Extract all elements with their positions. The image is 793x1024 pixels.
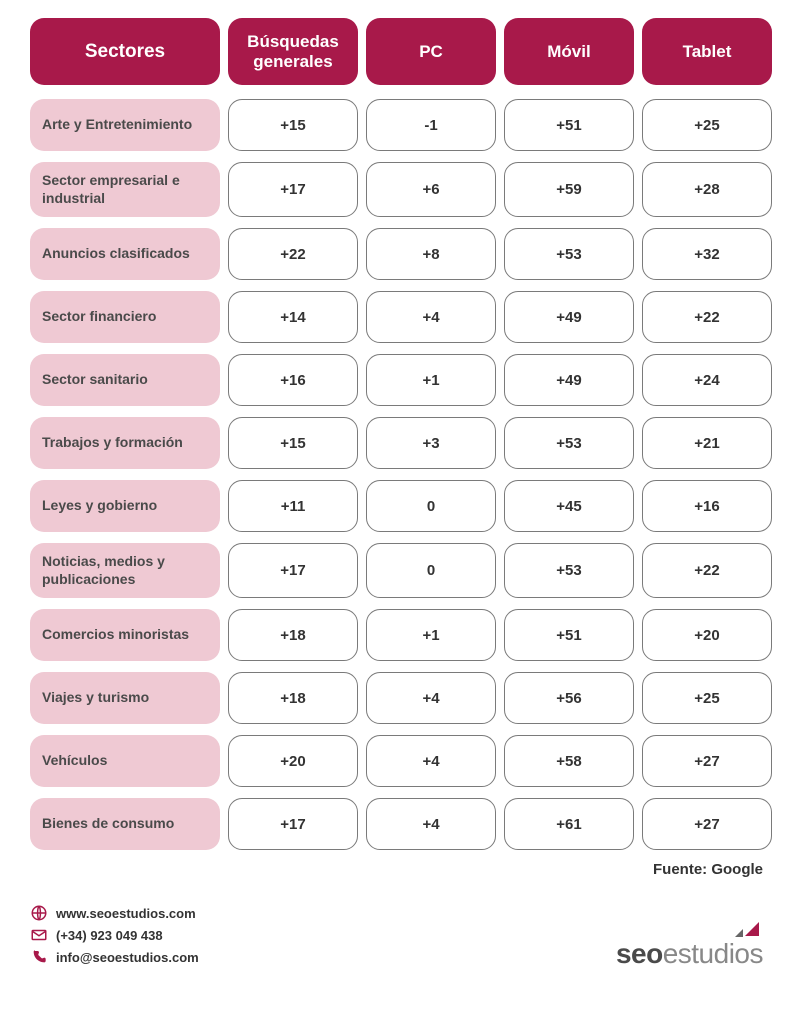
- data-source-label: Fuente: Google: [30, 861, 763, 878]
- sector-label: Comercios minoristas: [30, 609, 220, 661]
- phone-text: (+34) 923 049 438: [56, 928, 163, 943]
- table-row: Arte y Entretenimiento+15-1+51+25: [30, 99, 763, 151]
- value-cell: +18: [228, 672, 358, 724]
- value-cell: +4: [366, 672, 496, 724]
- table-row: Noticias, medios y publicaciones+170+53+…: [30, 543, 763, 598]
- value-cell: +51: [504, 609, 634, 661]
- value-cell: +27: [642, 798, 772, 850]
- value-cell: +49: [504, 354, 634, 406]
- value-cell: +59: [504, 162, 634, 217]
- value-cell: +61: [504, 798, 634, 850]
- col-header-busquedas: Búsquedas generales: [228, 18, 358, 85]
- sector-label: Sector sanitario: [30, 354, 220, 406]
- sector-label: Noticias, medios y publicaciones: [30, 543, 220, 598]
- col-header-pc: PC: [366, 18, 496, 85]
- value-cell: +21: [642, 417, 772, 469]
- col-header-tablet: Tablet: [642, 18, 772, 85]
- sector-label: Sector financiero: [30, 291, 220, 343]
- table-body: Arte y Entretenimiento+15-1+51+25 Sector …: [30, 99, 763, 850]
- table-row: Leyes y gobierno+110+45+16: [30, 480, 763, 532]
- value-cell: +3: [366, 417, 496, 469]
- sector-label: Vehículos: [30, 735, 220, 787]
- table-row: Bienes de consumo+17+4+61+27: [30, 798, 763, 850]
- col-header-movil: Móvil: [504, 18, 634, 85]
- value-cell: +22: [642, 291, 772, 343]
- sector-label: Arte y Entretenimiento: [30, 99, 220, 151]
- value-cell: +15: [228, 99, 358, 151]
- table-row: Sector sanitario+16+1+49+24: [30, 354, 763, 406]
- table-header-row: Sectores Búsquedas generales PC Móvil Ta…: [30, 18, 763, 85]
- value-cell: +8: [366, 228, 496, 280]
- value-cell: +49: [504, 291, 634, 343]
- value-cell: +25: [642, 99, 772, 151]
- sector-label: Sector empresarial e industrial: [30, 162, 220, 217]
- value-cell: +16: [642, 480, 772, 532]
- contact-email: info@seoestudios.com: [30, 948, 199, 966]
- value-cell: +45: [504, 480, 634, 532]
- value-cell: +17: [228, 798, 358, 850]
- value-cell: +1: [366, 354, 496, 406]
- table-row: Comercios minoristas+18+1+51+20: [30, 609, 763, 661]
- table-row: Viajes y turismo+18+4+56+25: [30, 672, 763, 724]
- website-text: www.seoestudios.com: [56, 906, 196, 921]
- sector-label: Bienes de consumo: [30, 798, 220, 850]
- value-cell: +25: [642, 672, 772, 724]
- sector-label: Viajes y turismo: [30, 672, 220, 724]
- value-cell: +28: [642, 162, 772, 217]
- mail-icon: [30, 926, 48, 944]
- value-cell: +6: [366, 162, 496, 217]
- value-cell: +18: [228, 609, 358, 661]
- email-text: info@seoestudios.com: [56, 950, 199, 965]
- value-cell: +56: [504, 672, 634, 724]
- logo-text-light: estudios: [663, 938, 763, 970]
- value-cell: +16: [228, 354, 358, 406]
- value-cell: +27: [642, 735, 772, 787]
- sector-label: Anuncios clasificados: [30, 228, 220, 280]
- value-cell: +58: [504, 735, 634, 787]
- value-cell: +17: [228, 543, 358, 598]
- value-cell: +11: [228, 480, 358, 532]
- logo-triangle-small-icon: [735, 929, 743, 937]
- sector-label: Trabajos y formación: [30, 417, 220, 469]
- value-cell: 0: [366, 543, 496, 598]
- contact-phone: (+34) 923 049 438: [30, 926, 199, 944]
- col-header-sectores: Sectores: [30, 18, 220, 85]
- value-cell: +1: [366, 609, 496, 661]
- value-cell: +51: [504, 99, 634, 151]
- sector-label: Leyes y gobierno: [30, 480, 220, 532]
- table-row: Sector financiero+14+4+49+22: [30, 291, 763, 343]
- globe-icon: [30, 904, 48, 922]
- brand-logo: seoestudios: [616, 922, 763, 970]
- value-cell: +32: [642, 228, 772, 280]
- logo-triangle-icon: [745, 922, 759, 936]
- table-row: Sector empresarial e industrial+17+6+59+…: [30, 162, 763, 217]
- value-cell: -1: [366, 99, 496, 151]
- value-cell: +15: [228, 417, 358, 469]
- value-cell: +53: [504, 417, 634, 469]
- contact-website: www.seoestudios.com: [30, 904, 199, 922]
- value-cell: +20: [228, 735, 358, 787]
- contact-block: www.seoestudios.com (+34) 923 049 438 in…: [30, 900, 199, 970]
- value-cell: +53: [504, 543, 634, 598]
- value-cell: +4: [366, 291, 496, 343]
- table-row: Anuncios clasificados+22+8+53+32: [30, 228, 763, 280]
- value-cell: +17: [228, 162, 358, 217]
- value-cell: +53: [504, 228, 634, 280]
- value-cell: +22: [228, 228, 358, 280]
- value-cell: +24: [642, 354, 772, 406]
- logo-text-bold: seo: [616, 938, 663, 970]
- value-cell: +20: [642, 609, 772, 661]
- page-footer: www.seoestudios.com (+34) 923 049 438 in…: [30, 896, 763, 970]
- value-cell: +22: [642, 543, 772, 598]
- table-row: Vehículos+20+4+58+27: [30, 735, 763, 787]
- value-cell: +14: [228, 291, 358, 343]
- phone-icon: [30, 948, 48, 966]
- value-cell: 0: [366, 480, 496, 532]
- value-cell: +4: [366, 798, 496, 850]
- data-table: Sectores Búsquedas generales PC Móvil Ta…: [30, 18, 763, 850]
- table-row: Trabajos y formación+15+3+53+21: [30, 417, 763, 469]
- value-cell: +4: [366, 735, 496, 787]
